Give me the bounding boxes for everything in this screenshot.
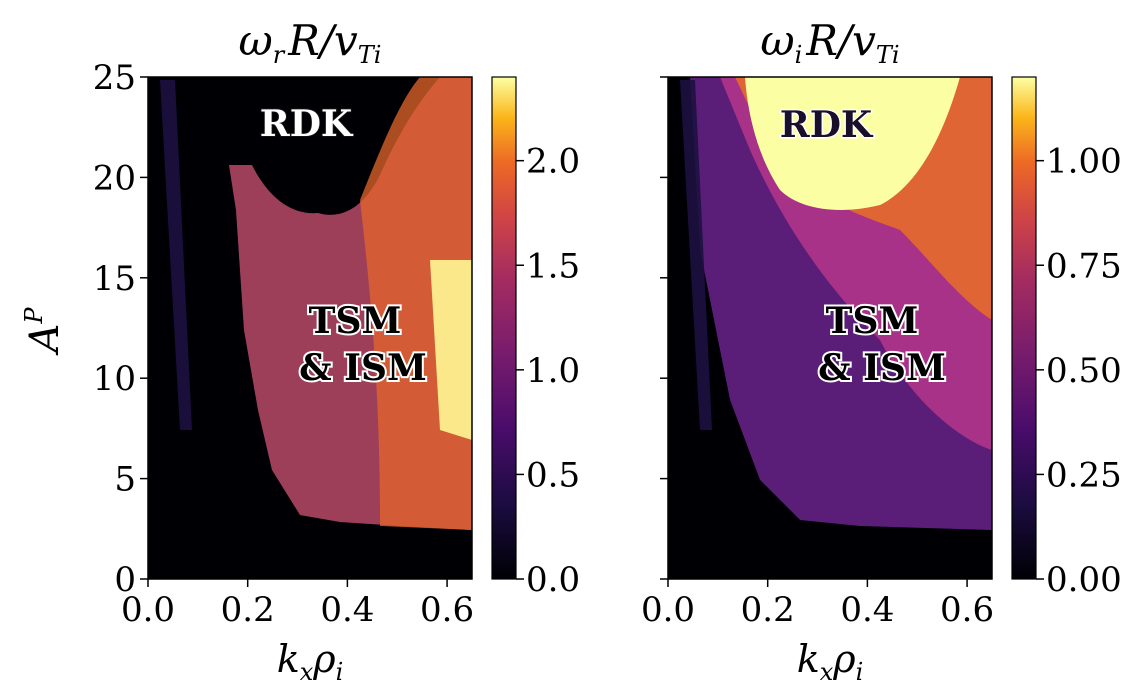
colorbar-tick-label: 0.5 xyxy=(526,455,580,495)
panel1-peak-region xyxy=(430,260,472,440)
y-tick-label: 15 xyxy=(93,259,136,299)
x-tick-label: 0.0 xyxy=(121,590,175,630)
panel2-colorbar xyxy=(1011,76,1037,580)
colorbar-tick-label: 1.5 xyxy=(526,246,580,286)
colorbar-tick-label: 1.0 xyxy=(526,351,580,391)
panel1-colorbar-ticks: 0.0 0.5 1.0 1.5 2.0 xyxy=(516,142,580,600)
y-tick-label: 25 xyxy=(93,58,136,98)
panel1-high-region xyxy=(320,77,472,530)
colorbar-tick-label: 0.50 xyxy=(1046,351,1122,391)
panel1-title: ωrR/vTi xyxy=(239,16,382,69)
colorbar-tick-label: 1.00 xyxy=(1046,142,1122,182)
colorbar-tick-label: 2.0 xyxy=(526,142,580,182)
panel1-y-label: AP xyxy=(20,307,68,357)
panel2-x-label: kxρi xyxy=(797,637,864,686)
panel2-annotation-rdk: RDK xyxy=(780,104,874,146)
panel1-colorbar xyxy=(491,76,517,580)
y-tick-label: 0 xyxy=(114,560,136,600)
panel2-rdk-region xyxy=(745,77,960,210)
x-tick-label: 0.6 xyxy=(940,590,994,630)
y-tick-label: 5 xyxy=(114,460,136,500)
x-tick-label: 0.6 xyxy=(420,590,474,630)
panel1-frame xyxy=(147,76,473,580)
panel1-annotation-ism: & ISM xyxy=(299,347,427,389)
y-tick-label: 10 xyxy=(93,359,136,399)
panel1-y-ticks: 0 5 10 15 20 25 xyxy=(93,58,148,600)
colorbar-tick-label: 0.25 xyxy=(1046,455,1122,495)
panel2-frame xyxy=(667,76,993,580)
panel1-annotation-tsm: TSM xyxy=(309,300,402,342)
panel1-x-label: kxρi xyxy=(277,637,344,686)
panel2-stripe xyxy=(680,80,712,430)
panel2-annotation-ism: & ISM xyxy=(818,347,946,389)
panel1-stripe xyxy=(160,80,192,430)
panel1-annotation-rdk: RDK xyxy=(260,103,354,145)
x-tick-label: 0.0 xyxy=(641,590,695,630)
colorbar-tick-label: 0.75 xyxy=(1046,246,1122,286)
panel2-x-ticks: 0.0 0.2 0.4 0.6 xyxy=(641,579,994,630)
x-tick-label: 0.4 xyxy=(320,590,374,630)
panel2-title: ωiR/vTi xyxy=(760,16,899,69)
y-tick-label: 20 xyxy=(93,158,136,198)
panel2-y-ticks xyxy=(660,76,668,580)
panel2-colorbar-ticks: 0.00 0.25 0.50 0.75 1.00 xyxy=(1036,142,1122,600)
panel1-heatmap xyxy=(148,77,472,579)
colorbar-tick-label: 0.0 xyxy=(526,560,580,600)
x-tick-label: 0.4 xyxy=(840,590,894,630)
panel2-annotation-tsm: TSM xyxy=(826,300,919,342)
panel1-x-ticks: 0.0 0.2 0.4 0.6 xyxy=(121,579,474,630)
colorbar-tick-label: 0.00 xyxy=(1046,560,1122,600)
x-tick-label: 0.2 xyxy=(741,590,795,630)
panel2-heatmap xyxy=(668,77,992,579)
x-tick-label: 0.2 xyxy=(221,590,275,630)
